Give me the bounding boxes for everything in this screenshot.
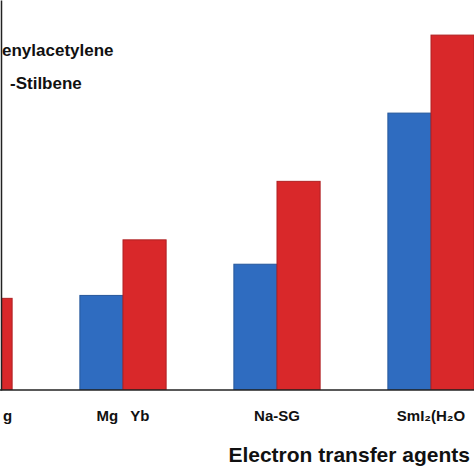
bar [431,35,474,390]
chart: g Mg Yb Na-SG SmI₂(H₂O Electron transfer age… [0,0,474,474]
x-axis-title: Electron transfer agents [228,443,470,466]
x-tick-label: Mg Yb [96,407,149,424]
x-tick-label: g [3,407,12,424]
bar-series [80,113,431,390]
bar-series [1,35,474,390]
bar [234,264,277,390]
legend-label: enylacetylene [2,41,114,60]
legend: enylacetylene -Stilbene [2,41,114,93]
x-tick-label: Na-SG [254,407,300,424]
x-tick-label: SmI₂(H₂O [397,407,466,424]
x-tick: SmI₂(H₂O [397,407,466,424]
bar [277,181,320,390]
x-axis: g Mg Yb Na-SG SmI₂(H₂O [3,407,465,424]
x-tick: Na-SG [254,407,300,424]
plot-area [1,35,474,390]
legend-label: -Stilbene [10,74,82,93]
x-axis-line [0,389,474,391]
x-tick: Mg Yb [96,407,149,424]
bar [123,240,166,390]
x-tick: g [3,407,12,424]
bar [388,113,431,390]
bar [80,295,123,390]
bar [1,298,12,390]
